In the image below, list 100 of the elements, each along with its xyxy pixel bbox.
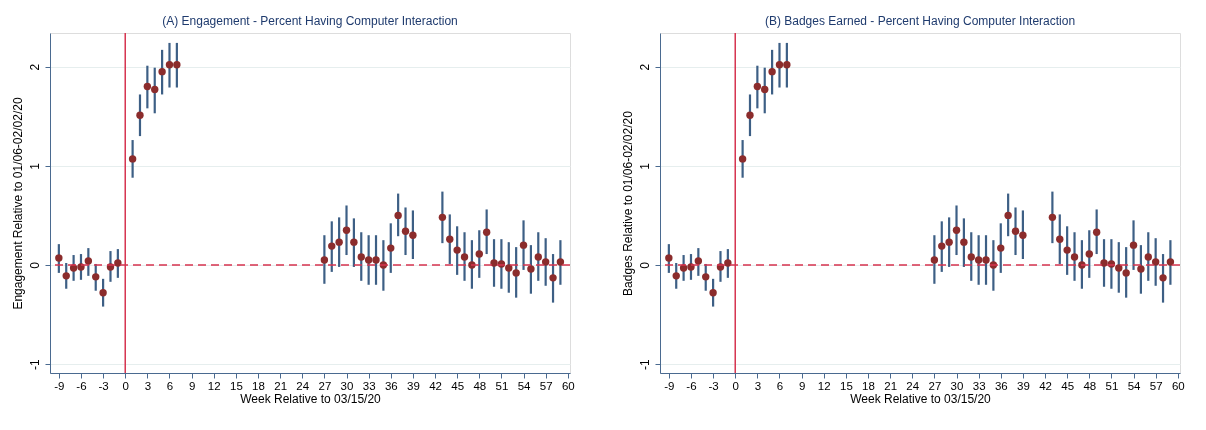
- x-tick-label: 15: [229, 379, 243, 392]
- x-tick-label: 0: [732, 379, 739, 392]
- x-tick-label: 18: [862, 379, 875, 392]
- point: [357, 253, 365, 261]
- x-tick-label: 18: [252, 379, 265, 392]
- x-tick-label: 24: [296, 379, 310, 392]
- point: [1048, 213, 1057, 222]
- chart-title: (A) Engagement - Percent Having Computer Interaction: [162, 14, 458, 29]
- point: [364, 256, 373, 264]
- point: [534, 253, 542, 261]
- point: [519, 241, 528, 249]
- point: [512, 269, 520, 277]
- point: [724, 259, 732, 267]
- x-tick-label: 30: [950, 379, 964, 392]
- x-axis-title: Week Relative to 03/15/20: [850, 392, 992, 406]
- point: [1019, 231, 1027, 239]
- point: [1004, 211, 1012, 220]
- x-tick-label: 3: [144, 379, 152, 392]
- x-tick-label: 54: [517, 379, 532, 392]
- point: [84, 257, 93, 265]
- point: [738, 155, 747, 163]
- x-tick-label: 27: [318, 379, 332, 392]
- point: [665, 254, 673, 262]
- point: [342, 226, 351, 234]
- point: [783, 61, 791, 69]
- point: [1159, 274, 1167, 282]
- point: [1056, 235, 1064, 243]
- x-tick-label: 60: [1171, 379, 1185, 392]
- point: [549, 274, 557, 282]
- point: [62, 272, 70, 280]
- point: [1011, 227, 1020, 235]
- y-tick-label: 0: [27, 261, 42, 269]
- point: [556, 258, 565, 266]
- point: [1100, 259, 1108, 267]
- x-tick-label: -3: [708, 379, 719, 392]
- point: [952, 226, 961, 234]
- point: [746, 111, 754, 119]
- point: [387, 244, 395, 252]
- y-axis-title: Engagement Relative to 01/06-02/02/20: [10, 97, 25, 310]
- y-axis-title: Badges Relative to 01/06-02/02/20: [620, 110, 635, 296]
- point: [328, 242, 336, 250]
- x-tick-label: -6: [76, 379, 87, 392]
- point: [505, 264, 513, 272]
- point: [438, 213, 447, 222]
- point: [320, 256, 329, 264]
- point: [401, 227, 410, 235]
- y-tick-label: -1: [637, 358, 652, 370]
- x-tick-label: -9: [664, 379, 675, 392]
- x-tick-label: 30: [340, 379, 354, 392]
- point: [541, 258, 550, 266]
- x-tick-label: -9: [54, 379, 65, 392]
- point: [158, 67, 166, 76]
- x-tick-label: 0: [122, 379, 129, 392]
- x-tick-label: 24: [906, 379, 920, 392]
- x-tick-label: 39: [1017, 379, 1030, 392]
- point: [1070, 253, 1079, 261]
- x-tick-label: -3: [98, 379, 109, 392]
- point: [694, 257, 703, 265]
- point: [761, 85, 769, 94]
- point: [490, 259, 498, 267]
- point: [1063, 246, 1071, 254]
- x-tick-label: 48: [473, 379, 487, 392]
- point: [1085, 250, 1093, 258]
- point: [709, 289, 717, 297]
- y-tick-label: -1: [27, 358, 42, 370]
- point: [136, 111, 144, 119]
- point: [930, 256, 939, 264]
- x-tick-label: 12: [817, 379, 831, 392]
- point: [945, 238, 953, 246]
- point: [982, 256, 990, 264]
- y-tick-label: 2: [27, 63, 42, 71]
- x-tick-label: 45: [451, 379, 465, 392]
- point: [128, 155, 137, 163]
- y-tick-label: 1: [27, 162, 42, 170]
- x-tick-label: 6: [776, 379, 784, 392]
- x-tick-label: 27: [928, 379, 942, 392]
- point: [960, 238, 968, 246]
- point: [1144, 253, 1152, 261]
- x-tick-label: 36: [384, 379, 398, 392]
- point: [446, 235, 454, 243]
- x-tick-label: 54: [1127, 379, 1142, 392]
- point: [967, 253, 975, 261]
- x-tick-label: 42: [429, 379, 442, 392]
- point: [55, 254, 63, 262]
- y-tick-label: 2: [637, 63, 652, 71]
- x-axis-title: Week Relative to 03/15/20: [240, 392, 382, 406]
- x-tick-label: 57: [539, 379, 553, 392]
- point: [527, 265, 535, 273]
- x-tick-label: 51: [495, 379, 509, 392]
- x-tick-label: 9: [188, 379, 196, 392]
- point: [460, 253, 469, 261]
- point: [1092, 228, 1101, 236]
- point: [335, 238, 343, 246]
- x-tick-label: 60: [561, 379, 575, 392]
- x-tick-label: 3: [754, 379, 762, 392]
- point: [394, 211, 402, 220]
- point: [92, 273, 100, 281]
- point: [1137, 265, 1145, 273]
- point: [99, 289, 107, 297]
- x-tick-label: 39: [407, 379, 420, 392]
